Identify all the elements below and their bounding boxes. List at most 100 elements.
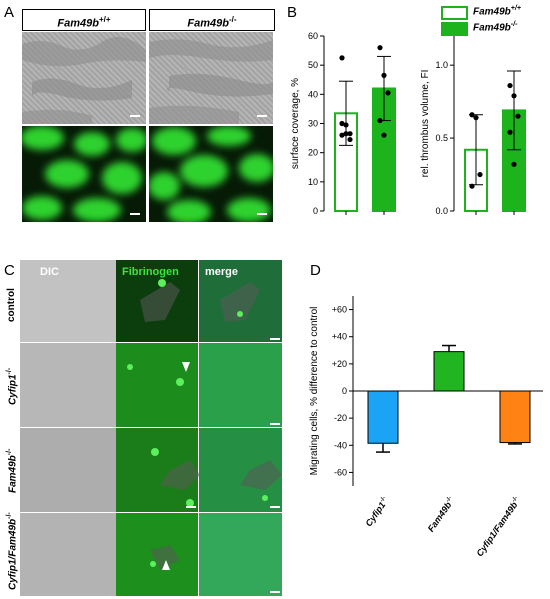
category-label-sup: -/- <box>511 495 519 503</box>
header-knockout: Fam49b-/- <box>149 9 275 31</box>
chart-surface-coverage: 0 10 20 30 40 50 60 surface coverage, % <box>290 31 396 216</box>
category-label: Cyfip1-/- <box>363 495 390 528</box>
y-axis-label: rel. thrombus volume, FI <box>420 70 431 178</box>
legend-label-knockout: Fam49b-/- <box>473 21 517 33</box>
row-label-double-text: Cyfip1/Fam49b <box>7 518 19 590</box>
category-label: Fam49b-/- <box>426 495 457 533</box>
image-c-cyfip1-fibrinogen <box>116 343 198 427</box>
image-c-cyfip1-merge <box>199 343 282 427</box>
aggregate-band-3 <box>22 109 92 124</box>
legend-swatch-wildtype <box>441 6 468 20</box>
image-a-fluor-knockout <box>149 126 273 222</box>
scale-bars <box>186 338 280 593</box>
row-label-cyfip1-sup: -/- <box>6 367 13 375</box>
image-a-fluor-wildtype <box>22 126 146 222</box>
y-tick-label: +20 <box>332 359 347 369</box>
y-tick-label: 20 <box>308 148 318 158</box>
y-tick-label: +40 <box>332 332 347 342</box>
bar <box>433 351 465 392</box>
y-tick-label: 50 <box>308 60 318 70</box>
data-point <box>377 45 383 51</box>
legend-b-knockout: Fam49b-/- <box>441 21 546 36</box>
data-point <box>515 113 521 119</box>
y-tick-label: 40 <box>308 89 318 99</box>
chart-thrombus-volume: 0.0 0.5 1.0 rel. thrombus volume, FI <box>420 36 526 216</box>
header-wildtype: Fam49b+/+ <box>22 9 146 31</box>
column-label-dic: DIC <box>40 266 59 278</box>
y-tick-label: +60 <box>332 305 347 315</box>
row-label-fam49b: Fam49b-/- <box>6 449 18 493</box>
aggregate-band-2 <box>166 73 273 97</box>
y-tick-label: 0.5 <box>435 133 448 143</box>
data-point <box>507 129 513 135</box>
scale-bar <box>257 115 267 117</box>
row-label-cyfip1-text: Cyfip1 <box>7 374 19 405</box>
data-point <box>511 161 517 167</box>
legend-swatch-knockout <box>441 22 468 36</box>
image-c-cyfip1-dic <box>20 343 116 427</box>
y-tick-label: 30 <box>308 119 318 129</box>
fibrinogen-spots <box>127 279 268 567</box>
fluor-blobs-ko <box>149 126 273 222</box>
dark-patches <box>140 282 282 570</box>
arrowheads <box>162 362 190 570</box>
data-point <box>511 93 517 99</box>
panel-label-d: D <box>310 262 321 279</box>
y-tick-label: 0.0 <box>435 206 448 216</box>
panel-label-b: B <box>287 4 298 21</box>
header-wildtype-text: Fam49b <box>57 17 99 30</box>
row-label-fam49b-text: Fam49b <box>7 455 19 493</box>
image-c-double-merge <box>199 513 282 596</box>
image-a-dic-knockout <box>149 32 273 124</box>
column-label-merge: merge <box>205 266 239 278</box>
aggregate-band-3 <box>149 105 239 124</box>
legend-text-knockout: Fam49b <box>473 22 511 34</box>
data-point <box>381 132 387 138</box>
data-point <box>473 115 479 121</box>
chart-migrating-cells: -60 -40 -20 0 +20 +40 +60 Migrating cells, % di… <box>309 296 543 558</box>
dic-aggregates-ko <box>149 39 273 124</box>
row-label-double: Cyfip1/Fam49b-/- <box>6 512 18 590</box>
data-point <box>343 131 349 137</box>
data-point <box>469 183 475 189</box>
image-c-double-dic <box>20 513 116 596</box>
aggregate-band-1 <box>22 37 146 67</box>
data-point <box>477 171 483 178</box>
data-point <box>347 131 353 137</box>
scale-bar <box>257 213 267 215</box>
header-wildtype-sup: +/+ <box>99 15 111 24</box>
data-point <box>469 112 475 118</box>
data-point <box>377 117 383 124</box>
data-point <box>339 55 345 61</box>
header-knockout-sup: -/- <box>229 15 237 24</box>
data-point <box>339 120 345 127</box>
y-tick-label: 10 <box>308 177 318 187</box>
image-c-control-dic <box>20 260 116 342</box>
row-label-double-sup: -/- <box>6 512 13 519</box>
panel-c-overlay <box>127 279 282 593</box>
scale-bar <box>130 213 140 215</box>
legend-sup-knockout: -/- <box>510 21 518 28</box>
bar <box>499 390 531 444</box>
image-a-dic-wildtype <box>22 32 146 124</box>
y-tick-label: 0 <box>313 206 318 216</box>
y-tick-label: 0 <box>342 386 347 396</box>
bar <box>367 390 399 444</box>
y-tick-label: 1.0 <box>435 60 448 70</box>
data-point <box>347 136 353 143</box>
data-point <box>381 72 387 78</box>
y-tick-label: -20 <box>334 413 347 423</box>
header-knockout-text: Fam49b <box>187 17 229 30</box>
y-axis-label: Migrating cells, % difference to control <box>309 307 320 476</box>
panel-label-c: C <box>4 262 15 279</box>
y-tick-label: 60 <box>308 31 318 41</box>
row-label-control: control <box>6 288 17 322</box>
legend-text-wildtype: Fam49b <box>473 6 511 18</box>
category-label-sup: -/- <box>379 495 387 503</box>
aggregate-band-1 <box>149 39 273 62</box>
row-label-fam49b-sup: -/- <box>6 448 13 456</box>
data-point <box>343 122 349 128</box>
data-point <box>339 132 345 138</box>
data-point <box>385 90 391 96</box>
row-label-control-text: control <box>6 288 17 322</box>
